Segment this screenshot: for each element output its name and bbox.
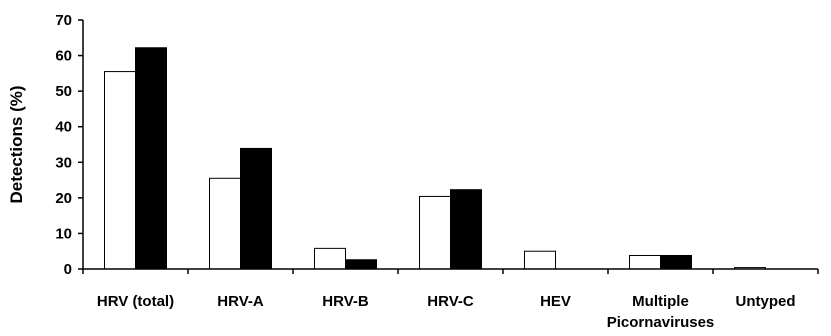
x-tick-label-hrv-c: HRV-C xyxy=(427,293,474,310)
y-tick-label: 20 xyxy=(55,190,72,207)
bar-hrv-a-series-2 xyxy=(240,147,272,270)
x-tick-label-hrv-b: HRV-B xyxy=(322,293,369,310)
y-tick-label: 40 xyxy=(55,119,72,136)
bar-multiple-picornaviruses-series-1 xyxy=(629,254,661,270)
bar-hrv-c-series-1 xyxy=(419,195,451,270)
bar-multiple-picornaviruses-series-2 xyxy=(660,254,692,270)
y-tick-label: 70 xyxy=(55,12,72,29)
bar-hrv-c-series-2 xyxy=(450,189,482,270)
x-axis-labels: HRV (total) HRV-A HRV-B HRV-C HEV Multiple Pic… xyxy=(97,293,796,331)
y-axis-title: Detections (%) xyxy=(7,85,26,203)
bars xyxy=(104,47,766,270)
y-tick-label: 0 xyxy=(64,261,72,278)
x-tick-label-hrv-total: HRV (total) xyxy=(97,293,174,310)
x-tick-label-untyped: Untyped xyxy=(736,293,796,310)
y-axis-ticks: 0 10 20 30 40 50 60 70 xyxy=(55,12,83,278)
x-tick-label-multiple-picornaviruses: Multiple Picornaviruses xyxy=(607,293,715,331)
bar-hrv-b-series-2 xyxy=(345,259,377,270)
x-tick-label-hev: HEV xyxy=(540,293,571,310)
bar-hrv-a-series-1 xyxy=(209,177,241,270)
x-tick-label-hrv-a: HRV-A xyxy=(217,293,264,310)
bar-hrv-total-series-1 xyxy=(104,71,136,270)
bar-hrv-total-series-2 xyxy=(135,47,167,270)
bar-hrv-b-series-1 xyxy=(314,247,346,270)
y-tick-label: 60 xyxy=(55,48,72,65)
bar-hev-series-1 xyxy=(524,250,556,270)
y-tick-label: 10 xyxy=(55,225,72,242)
axes xyxy=(82,20,819,274)
y-axis-title-group: Detections (%) xyxy=(7,85,26,203)
y-tick-label: 30 xyxy=(55,154,72,171)
y-tick-label: 50 xyxy=(55,83,72,100)
